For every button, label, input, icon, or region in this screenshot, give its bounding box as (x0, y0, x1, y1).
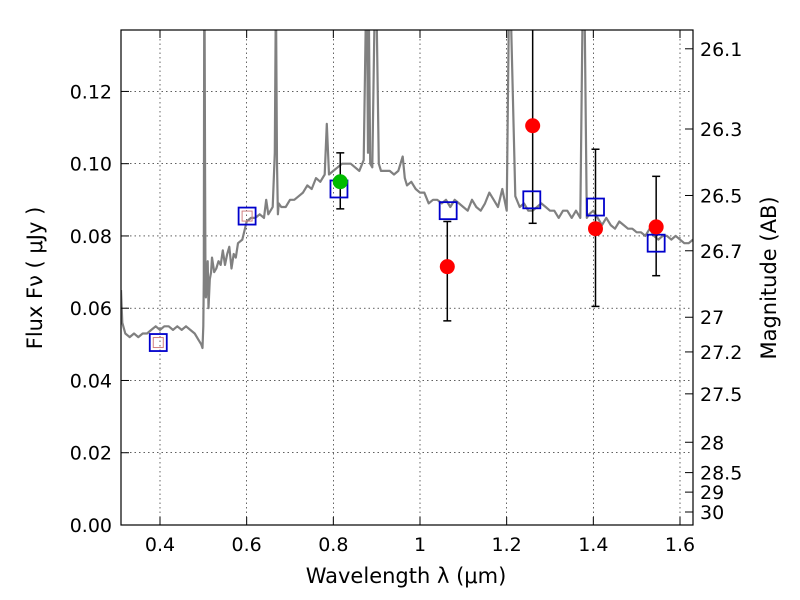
model-point (646, 233, 666, 253)
x-axis: 0.4 0.6 0.8 1 1.2 1.4 1.6 (145, 30, 695, 556)
y-tick-label: 0.10 (70, 154, 112, 176)
model-point (438, 201, 458, 221)
plot-area (121, 30, 693, 350)
y2-tick-label: 29 (700, 482, 724, 504)
x-tick-label: 1.2 (492, 534, 522, 556)
y2-tick-label: 26.3 (700, 119, 742, 141)
y2-tick-label: 27 (700, 307, 724, 329)
plot-frame (120, 29, 694, 526)
spectrum-line (121, 30, 693, 350)
x-tick-label: 0.4 (145, 534, 175, 556)
x-axis-label: Wavelength λ (μm) (306, 564, 507, 588)
y-tick-label: 0.08 (70, 226, 112, 248)
y-tick-label: 0.02 (70, 443, 112, 465)
y2-tick-label: 28.5 (700, 463, 742, 485)
y-tick-label: 0.06 (70, 298, 112, 320)
y2-tick-label: 26.7 (700, 241, 742, 263)
faint-point (241, 210, 253, 222)
x-tick-label: 1.6 (665, 534, 695, 556)
data-point (648, 219, 664, 235)
markers (148, 118, 666, 352)
model-point (522, 190, 542, 210)
data-point (525, 118, 541, 134)
faint-point (152, 337, 164, 349)
y2-tick-label: 30 (700, 502, 724, 524)
model-point (237, 206, 257, 226)
y2-tick-label: 27.2 (700, 342, 742, 364)
y2-tick-label: 26.1 (700, 39, 742, 61)
y2-tick-label: 28 (700, 432, 724, 454)
model-point (148, 333, 168, 352)
y-tick-label: 0.04 (70, 370, 112, 392)
model-point (586, 197, 605, 217)
y-tick-label: 0.00 (70, 515, 112, 537)
y2-axis-label: Magnitude (AB) (757, 196, 781, 359)
y2-tick-label: 27.5 (700, 384, 742, 406)
y2-tick-label: 26.5 (700, 185, 742, 207)
x-tick-label: 0.6 (232, 534, 262, 556)
x-tick-label: 1 (414, 534, 426, 556)
y-tick-label: 0.12 (70, 81, 112, 103)
y-axis-label: Flux Fν ( μJy ) (23, 207, 47, 350)
data-point (439, 259, 455, 275)
data-point (588, 221, 603, 237)
x-tick-label: 0.8 (318, 534, 348, 556)
x-tick-label: 1.4 (578, 534, 608, 556)
grid (121, 30, 693, 526)
data-point (332, 174, 348, 190)
y-axis: 0.00 0.02 0.04 0.06 0.08 0.10 0.12 (70, 81, 129, 537)
